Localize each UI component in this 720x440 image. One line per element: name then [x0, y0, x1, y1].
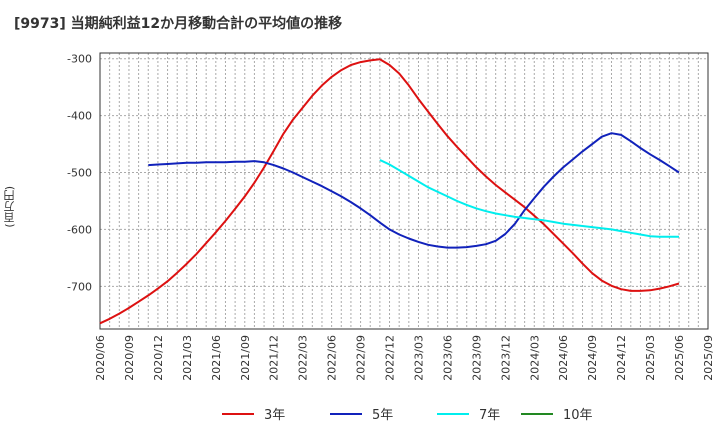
x-tick-label: 2025/09 — [702, 335, 715, 381]
x-tick-label: 2021/06 — [210, 335, 223, 381]
x-tick-label: 2023/12 — [499, 335, 512, 381]
x-tick-label: 2021/12 — [268, 335, 281, 381]
chart-title: [9973] 当期純利益12か月移動合計の平均値の推移 — [14, 16, 343, 32]
x-tick-label: 2022/12 — [384, 335, 397, 381]
x-tick-label: 2021/09 — [239, 335, 252, 381]
x-tick-label: 2022/06 — [326, 335, 339, 381]
x-tick-label: 2024/12 — [615, 335, 628, 381]
legend-label: 5年 — [372, 408, 393, 423]
y-ticks: -300 -400 -500 -600 -700 — [67, 53, 92, 294]
legend-label: 3年 — [264, 408, 285, 423]
x-tick-label: 2023/03 — [412, 335, 425, 381]
x-tick-label: 2020/12 — [152, 335, 165, 381]
x-ticks: 2020/06 2020/09 2020/12 2021/03 2021/06 2021/… — [94, 335, 715, 381]
legend-item: 10年 — [521, 408, 593, 423]
y-tick-label: -300 — [67, 53, 92, 66]
legend-label: 7年 — [479, 408, 500, 423]
legend-item: 3年 — [222, 408, 285, 423]
x-tick-label: 2023/06 — [441, 335, 454, 381]
y-tick-label: -600 — [67, 223, 92, 236]
x-tick-label: 2024/06 — [557, 335, 570, 381]
x-tick-label: 2023/09 — [470, 335, 483, 381]
x-tick-label: 2020/09 — [123, 335, 136, 381]
x-tick-label: 2024/09 — [586, 335, 599, 381]
series-line-0 — [99, 58, 680, 325]
x-tick-label: 2025/03 — [644, 335, 657, 381]
series-line-1 — [148, 132, 680, 249]
x-tick-label: 2025/06 — [673, 335, 686, 381]
x-tick-label: 2020/06 — [94, 335, 107, 381]
plot-frame — [99, 52, 709, 330]
legend-item: 7年 — [437, 408, 500, 423]
y-tick-label: -400 — [67, 110, 92, 123]
x-tick-label: 2021/03 — [181, 335, 194, 381]
x-tick-label: 2022/09 — [355, 335, 368, 381]
y-tick-label: -500 — [67, 167, 92, 180]
y-tick-label: -700 — [67, 280, 92, 293]
legend-item: 5年 — [330, 408, 393, 423]
x-tick-label: 2022/03 — [297, 335, 310, 381]
x-tick-label: 2024/03 — [528, 335, 541, 381]
legend: 3年 5年 7年 10年 — [222, 408, 593, 423]
legend-label: 10年 — [563, 408, 593, 423]
series-lines — [99, 58, 680, 325]
series-line-2 — [379, 159, 679, 238]
